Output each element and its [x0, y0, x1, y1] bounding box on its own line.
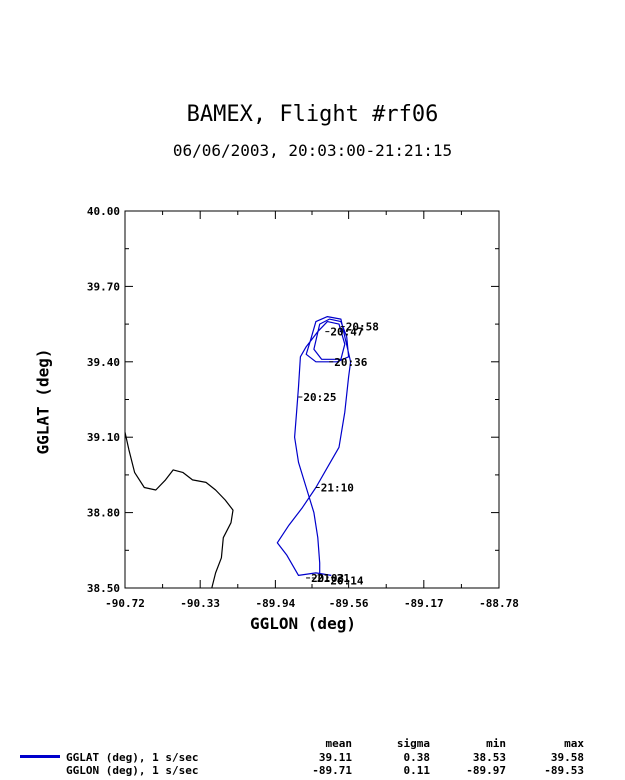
- y-tick-label: 39.70: [87, 280, 120, 293]
- time-annotation: 20:36: [334, 356, 367, 369]
- stats-cell: 39.11: [318, 751, 352, 764]
- boundary-line: [124, 432, 234, 589]
- time-annotation: 20:47: [330, 326, 363, 339]
- stats-header-max: max: [564, 737, 584, 750]
- stats-cell: -89.71: [312, 764, 352, 777]
- stats-cell: 0.38: [403, 751, 431, 764]
- legend-line-swatch: [20, 755, 60, 758]
- flight-track-line: [276, 316, 352, 577]
- y-tick-label: 40.00: [87, 205, 120, 218]
- y-tick-label: 39.10: [87, 431, 120, 444]
- time-annotation: 21:10: [321, 481, 354, 494]
- chart-title: BAMEX, Flight #rf06: [186, 102, 439, 127]
- stats-header-mean: mean: [325, 737, 353, 750]
- y-tick-label: 39.40: [87, 356, 120, 369]
- x-tick-label: -88.78: [479, 597, 519, 610]
- stats-cell: 38.53: [472, 751, 506, 764]
- x-tick-label: -89.56: [329, 597, 369, 610]
- stats-cell: 39.58: [550, 751, 584, 764]
- y-tick-label: 38.50: [87, 582, 120, 595]
- stats-row-label: GGLAT (deg), 1 s/sec: [66, 751, 199, 764]
- time-annotation: 21:21: [317, 572, 350, 585]
- time-annotation: 20:14: [330, 574, 363, 587]
- stats-cell: -89.97: [466, 764, 506, 777]
- stats-header-sigma: sigma: [396, 737, 430, 750]
- time-annotation: 20:25: [303, 391, 336, 404]
- chart-subtitle: 06/06/2003, 20:03:00-21:21:15: [172, 141, 453, 160]
- time-annotation: 20:03: [311, 572, 344, 585]
- stats-header-min: min: [486, 737, 506, 750]
- stats-cell: -89.53: [544, 764, 584, 777]
- y-axis-label: GGLAT (deg): [33, 348, 53, 455]
- x-tick-label: -90.72: [105, 597, 145, 610]
- x-tick-label: -89.94: [255, 597, 295, 610]
- x-tick-label: -89.17: [404, 597, 444, 610]
- x-tick-label: -90.33: [180, 597, 220, 610]
- time-annotation: 20:58: [346, 321, 379, 334]
- stats-cell: 0.11: [403, 764, 431, 777]
- stats-row-label: GGLON (deg), 1 s/sec: [66, 764, 199, 777]
- y-tick-label: 38.80: [87, 507, 120, 520]
- x-axis-label: GGLON (deg): [250, 614, 356, 633]
